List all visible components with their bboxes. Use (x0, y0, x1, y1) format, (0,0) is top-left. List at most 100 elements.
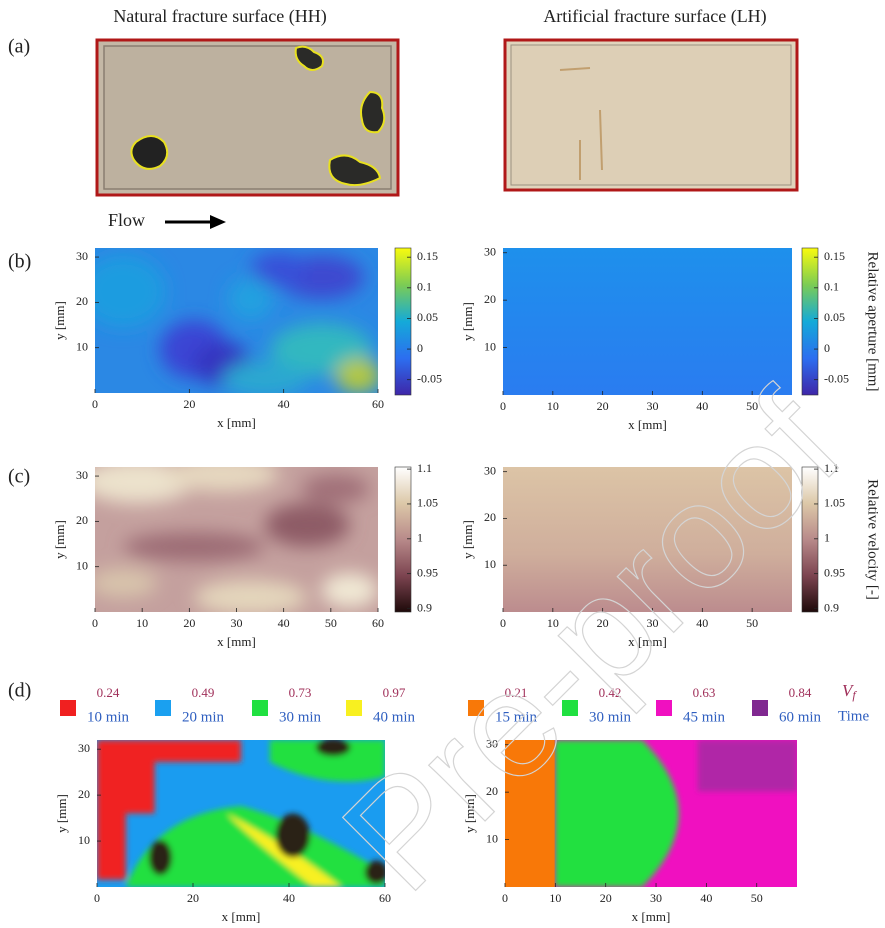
x-tick-label: 0 (500, 616, 506, 630)
colorbar-tick-label: 0.15 (417, 249, 438, 263)
legend-time: 10 min (87, 709, 130, 725)
x-tick-label: 50 (746, 616, 758, 630)
y-axis-label: y [mm] (460, 520, 475, 559)
region (554, 740, 679, 887)
legend-vf: 0.42 (599, 685, 622, 700)
y-tick-label: 30 (78, 741, 90, 755)
x-axis-label: x [mm] (217, 415, 256, 430)
heatmap (95, 467, 378, 612)
legend-vf: 0.97 (383, 685, 406, 700)
panel-label: (a) (8, 36, 30, 58)
legend-time: 20 min (182, 709, 225, 725)
colorbar-tick-label: 0.05 (417, 310, 438, 324)
y-tick-label: 20 (486, 784, 498, 798)
y-tick-label: 20 (76, 294, 88, 308)
legend-swatch (468, 700, 484, 716)
panel-label: (c) (8, 466, 30, 488)
legend-time: 15 min (495, 709, 538, 725)
y-tick-label: 30 (484, 463, 496, 477)
heatmap-bg (503, 467, 792, 612)
x-tick-label: 10 (547, 399, 559, 413)
y-axis-label: y [mm] (460, 302, 475, 341)
legend-vf: 0.73 (289, 685, 312, 700)
region (97, 740, 241, 880)
heatmap-blob (165, 467, 279, 492)
colorbar-tick-label: 1.05 (417, 496, 438, 510)
colorbar (801, 466, 819, 613)
x-tick-label: 0 (92, 397, 98, 411)
y-tick-label: 30 (76, 468, 88, 482)
x-tick-label: 40 (283, 891, 295, 905)
heatmap-texture (95, 252, 378, 393)
heatmap-blob (335, 358, 378, 393)
heatmap (503, 467, 792, 612)
colorbar-tick-label: 0.95 (824, 565, 845, 579)
photo-artificial (503, 38, 799, 192)
colorbar-tick-label: 1.05 (824, 496, 845, 510)
legend-vf: 0.24 (97, 685, 120, 700)
x-tick-label: 0 (500, 399, 506, 413)
heatmap-blob (264, 503, 350, 547)
y-axis-label: y [mm] (52, 520, 67, 559)
x-axis-label: x [mm] (217, 634, 256, 649)
y-tick-label: 10 (76, 558, 88, 572)
x-tick-label: 20 (183, 616, 195, 630)
legend-time: 60 min (779, 709, 822, 725)
legend-swatch (562, 700, 578, 716)
heatmap-blob (250, 252, 308, 288)
x-tick-label: 50 (325, 616, 337, 630)
flow-arrow (165, 215, 226, 229)
y-tick-label: 20 (78, 787, 90, 801)
y-tick-label: 20 (484, 510, 496, 524)
y-tick-label: 10 (78, 833, 90, 847)
legend-time: 30 min (589, 709, 632, 725)
legend-time: 30 min (279, 709, 322, 725)
legend-vf: 0.49 (192, 685, 215, 700)
x-tick-label: 30 (650, 891, 662, 905)
heatmap (503, 248, 792, 395)
panel-label: (d) (8, 680, 31, 702)
heatmap-bg (503, 248, 792, 395)
heatmap-texture (97, 740, 385, 887)
x-tick-label: 40 (278, 616, 290, 630)
legend-swatch (752, 700, 768, 716)
legend-vf: 0.63 (693, 685, 716, 700)
y-axis-label: y [mm] (52, 301, 67, 340)
legend-swatch (346, 700, 362, 716)
legend-vf: 0.21 (505, 685, 528, 700)
colorbar-tick-label: 0.15 (824, 249, 845, 263)
heatmap-blob (301, 474, 370, 504)
heatmap-blob (95, 568, 158, 598)
colorbar (801, 247, 819, 396)
x-tick-label: 60 (372, 397, 384, 411)
x-tick-label: 60 (372, 616, 384, 630)
x-axis-label: x [mm] (628, 634, 667, 649)
x-tick-label: 40 (696, 616, 708, 630)
legend-swatch (155, 700, 171, 716)
y-axis-label: y [mm] (462, 794, 477, 833)
x-axis-label: x [mm] (628, 417, 667, 432)
dark-spot (364, 860, 385, 885)
x-tick-label: 10 (136, 616, 148, 630)
colorbar-tick-label: 0.05 (824, 310, 845, 324)
region (697, 740, 797, 792)
dark-spot (275, 813, 311, 858)
colorbar-tick-label: 1.1 (824, 461, 839, 475)
heatmap-blob (321, 572, 378, 608)
heatmap (505, 740, 797, 887)
x-tick-label: 40 (700, 891, 712, 905)
colorbar (394, 466, 412, 613)
y-tick-label: 10 (76, 339, 88, 353)
y-tick-label: 10 (486, 831, 498, 845)
heatmap-blob (228, 277, 274, 321)
heatmap-blob (222, 361, 308, 393)
legend-time: 45 min (683, 709, 726, 725)
x-tick-label: 10 (549, 891, 561, 905)
colorbar-tick-label: 0.9 (417, 600, 432, 614)
x-tick-label: 50 (751, 891, 763, 905)
y-tick-label: 30 (486, 736, 498, 750)
region (505, 740, 555, 887)
colorbar-tick-label: 0.95 (417, 565, 438, 579)
colorbar-tick-label: 1.1 (417, 461, 432, 475)
